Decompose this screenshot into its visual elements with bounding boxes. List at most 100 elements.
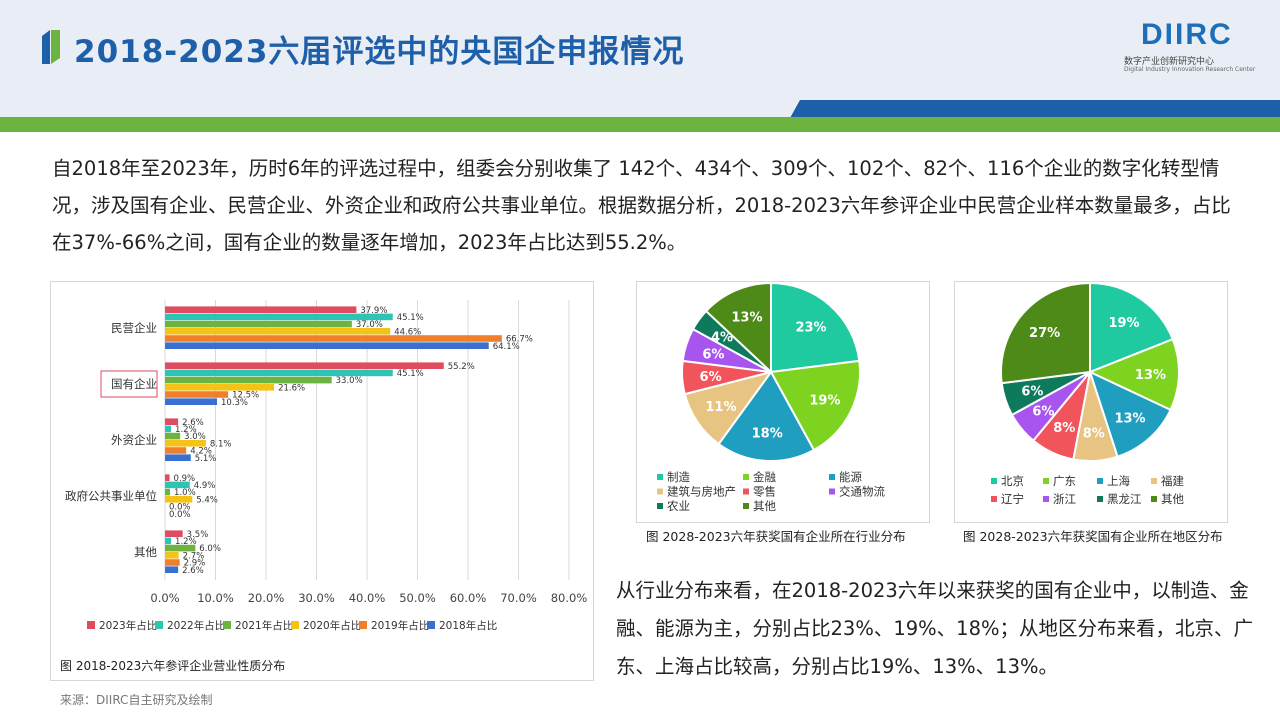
bar-data-label: 21.6% — [278, 383, 305, 393]
legend-swatch — [657, 503, 663, 509]
logo-subtitle-en: Digital Industry Innovation Research Cen… — [1124, 66, 1256, 73]
pie-slice — [769, 359, 861, 452]
bar-data-label: 1.2% — [175, 425, 197, 435]
legend-label: 交通物流 — [839, 485, 885, 499]
bar — [165, 369, 393, 377]
bar — [165, 362, 444, 369]
pie-data-label: 11% — [705, 400, 736, 415]
pie-slice — [1000, 281, 1091, 385]
bar-data-label: 37.0% — [356, 320, 383, 330]
analysis-paragraph: 从行业分布来看，在2018-2023六年以来获奖的国有企业中，以制造、金融、能源… — [616, 579, 1254, 678]
bar — [165, 432, 181, 440]
pie-data-label: 19% — [1108, 316, 1139, 331]
legend-swatch — [427, 621, 435, 629]
bar-data-label: 0.0% — [169, 510, 191, 520]
bar — [165, 425, 172, 433]
legend-label: 2023年占比 — [99, 619, 157, 632]
legend-label: 辽宁 — [1001, 492, 1024, 506]
pie-slice — [1088, 370, 1172, 458]
bar-data-label: 5.1% — [195, 454, 217, 464]
legend-swatch — [743, 488, 749, 495]
x-tick-label: 40.0% — [349, 591, 386, 605]
legend-swatch — [223, 621, 231, 629]
pie-data-label: 13% — [1114, 411, 1145, 426]
legend-swatch — [657, 488, 663, 495]
bar-data-label: 2.9% — [184, 559, 206, 569]
category-highlight-box — [100, 370, 158, 398]
bar — [165, 391, 229, 398]
bar — [165, 398, 218, 405]
legend-swatch — [657, 474, 663, 480]
category-label: 外资企业 — [111, 433, 157, 447]
legend-swatch — [1097, 478, 1103, 484]
legend-label: 农业 — [667, 499, 690, 513]
legend-swatch — [1151, 496, 1157, 502]
pie-data-label: 6% — [700, 370, 722, 385]
category-label: 民营企业 — [111, 321, 157, 335]
pie-data-label: 4% — [711, 330, 733, 345]
bar-data-label: 45.1% — [397, 313, 424, 323]
bar — [165, 552, 179, 559]
legend-label: 浙江 — [1053, 492, 1076, 506]
bar-data-label: 66.7% — [506, 335, 533, 345]
bar-data-label: 5.4% — [196, 495, 218, 505]
legend-swatch — [991, 496, 997, 502]
legend-swatch — [829, 488, 835, 495]
title-accent-mark — [42, 30, 60, 64]
legend-label: 福建 — [1161, 474, 1184, 488]
x-tick-label: 50.0% — [399, 591, 436, 605]
legend-label: 能源 — [839, 470, 862, 484]
pie-data-label: 6% — [1032, 405, 1054, 420]
pie-data-label: 13% — [1135, 368, 1166, 383]
legend-label: 零售 — [753, 485, 776, 499]
bar — [165, 418, 179, 425]
bar-data-label: 12.5% — [232, 391, 259, 401]
legend-swatch — [359, 621, 367, 629]
bar-data-label: 4.9% — [194, 481, 216, 491]
category-label: 国有企业 — [111, 377, 157, 391]
pie-slice — [717, 370, 816, 462]
bar-data-label: 64.1% — [493, 342, 520, 352]
pie-slice — [1089, 281, 1175, 374]
x-tick-label: 80.0% — [551, 591, 588, 605]
legend-swatch — [829, 474, 835, 480]
legend-label: 北京 — [1001, 474, 1024, 488]
pie-data-label: 23% — [795, 321, 826, 336]
bar — [165, 454, 191, 461]
pie-data-label: 27% — [1029, 326, 1060, 341]
legend-swatch — [1151, 478, 1157, 484]
bar-data-label: 6.0% — [199, 544, 221, 554]
bar-data-label: 2.7% — [183, 551, 205, 561]
pie-data-label: 6% — [1021, 385, 1043, 400]
legend-label: 制造 — [667, 470, 690, 484]
bar-data-label: 45.1% — [397, 369, 424, 379]
category-label: 政府公共事业单位 — [65, 489, 157, 503]
bar — [165, 488, 171, 496]
legend-label: 2019年占比 — [371, 619, 429, 632]
bar-data-label: 3.0% — [184, 432, 206, 442]
bar-chart-panel: 0.0% 10.0% 20.0% 30.0% 40.0% 50.0% 60.0% 70.0% 8… — [50, 281, 594, 681]
legend-label: 2021年占比 — [235, 619, 293, 632]
pie-data-label: 19% — [809, 393, 840, 408]
bar — [165, 481, 190, 489]
industry-pie-caption: 图 2028-2023六年获奖国有企业所在行业分布 — [646, 529, 906, 544]
bar-chart-caption: 图 2018-2023六年参评企业营业性质分布 — [60, 659, 286, 673]
legend-label: 2018年占比 — [439, 619, 497, 632]
source-note: 来源：DIIRC自主研究及绘制 — [60, 693, 213, 707]
logo-wordmark: DIIRC — [1141, 18, 1233, 51]
bar-data-label: 10.3% — [221, 398, 248, 408]
bar — [165, 384, 275, 391]
pie-slice — [770, 281, 861, 374]
page-title: 2018-2023六届评选中的央国企申报情况 — [74, 34, 685, 70]
legend-label: 建筑与房地产 — [667, 485, 736, 499]
industry-pie-panel: 23% 19% 18% 11% 6% 6% 4% 13% 制造 金融 能源 建筑与房地产 零售 交通物流农… — [636, 281, 930, 523]
legend-label: 黑龙江 — [1107, 492, 1142, 506]
bar-data-label: 0.9% — [174, 474, 196, 484]
bar-data-label: 0.0% — [169, 503, 191, 513]
bar-chart: 0.0% 10.0% 20.0% 30.0% 40.0% 50.0% 60.0% 70.0% 8… — [65, 300, 588, 632]
legend-label: 其他 — [753, 499, 776, 513]
legend-swatch — [155, 621, 163, 629]
bar — [165, 440, 206, 447]
bar — [165, 447, 187, 454]
